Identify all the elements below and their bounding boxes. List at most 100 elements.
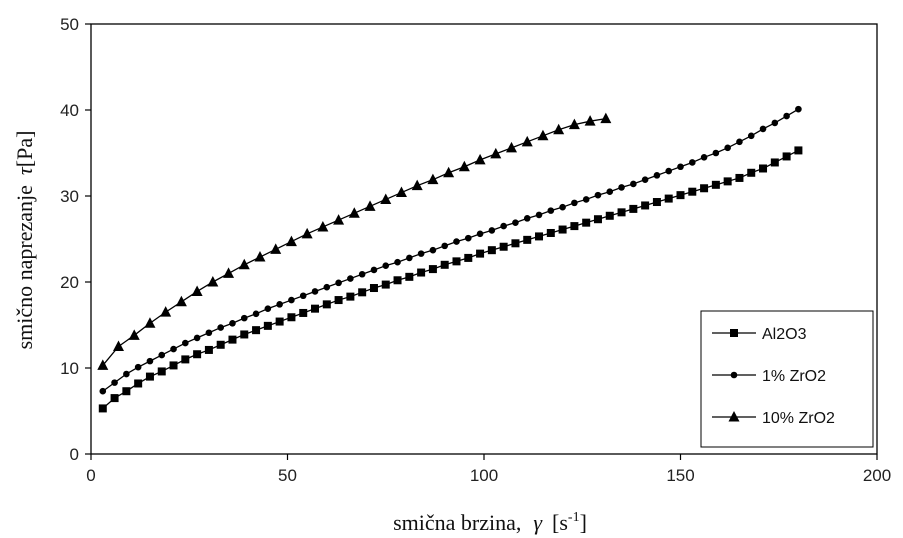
y-tick-label: 10 (60, 359, 79, 378)
data-point (676, 191, 685, 200)
data-point (207, 276, 219, 287)
data-point (358, 270, 366, 278)
data-point (441, 242, 449, 250)
data-point (593, 215, 602, 224)
data-point (724, 144, 731, 152)
series-layer (97, 105, 803, 413)
x-tick-label: 200 (863, 466, 891, 485)
data-point (160, 306, 172, 317)
data-point (406, 254, 413, 262)
x-tick-label: 50 (278, 466, 297, 485)
legend-item: 10% ZrO2 (712, 410, 835, 427)
data-point (535, 232, 544, 241)
data-point (113, 340, 125, 351)
x-axis-title-unit-close: ] (580, 510, 587, 535)
data-point (747, 168, 756, 177)
legend-item: 1% ZrO2 (712, 368, 826, 385)
data-point (394, 258, 401, 266)
legend-marker (730, 329, 738, 337)
data-point (193, 334, 201, 342)
data-point (490, 147, 502, 159)
data-point (169, 361, 178, 370)
data-point (323, 283, 331, 291)
data-point (594, 191, 602, 199)
data-point (511, 239, 520, 248)
data-point (146, 357, 154, 365)
data-point (287, 313, 296, 322)
data-point (711, 180, 720, 189)
data-point (665, 167, 673, 175)
data-point (464, 253, 473, 262)
data-point (794, 146, 803, 155)
data-point (204, 345, 213, 354)
data-point (240, 330, 249, 339)
data-point (427, 173, 439, 185)
x-axis-title-text: smična brzina, (393, 510, 521, 535)
data-point (458, 160, 470, 172)
data-point (181, 355, 190, 364)
data-point (553, 123, 565, 135)
x-axis-ticks: 0 50 100 150 200 (86, 454, 891, 485)
data-point (630, 180, 637, 188)
data-point (145, 372, 154, 381)
legend: Al2O3 1% ZrO2 10% ZrO2 (700, 310, 874, 448)
data-point (558, 225, 567, 234)
data-point (275, 317, 284, 326)
data-point (193, 350, 202, 359)
data-point (570, 222, 579, 231)
data-point (134, 379, 143, 388)
data-point (559, 203, 566, 211)
data-point (782, 152, 791, 161)
data-point (506, 141, 518, 153)
data-point (582, 196, 590, 203)
data-point (333, 214, 345, 225)
data-point (582, 218, 591, 227)
data-point (476, 230, 484, 238)
data-point (285, 235, 297, 247)
y-tick-label: 20 (60, 273, 79, 292)
data-point (346, 292, 355, 301)
data-point (653, 172, 661, 179)
data-point (688, 159, 696, 166)
data-point (134, 363, 142, 371)
x-tick-label: 0 (86, 466, 95, 485)
data-point (464, 234, 472, 242)
data-point (382, 262, 390, 269)
data-point (452, 257, 461, 266)
data-point (770, 158, 779, 167)
data-point (335, 279, 342, 287)
legend-box (700, 310, 874, 448)
data-point (205, 329, 213, 337)
data-point (395, 186, 407, 198)
series-circle (99, 105, 802, 395)
data-point (523, 235, 532, 244)
data-point (128, 329, 140, 340)
data-point (170, 345, 177, 353)
data-point (700, 184, 709, 193)
data-point (158, 351, 166, 359)
data-point (795, 105, 802, 113)
legend-marker (728, 411, 740, 422)
data-point (629, 204, 638, 213)
data-point (182, 339, 189, 347)
data-point (358, 288, 367, 297)
data-point (252, 326, 261, 335)
x-axis-title-symbol: γ (533, 510, 543, 535)
data-point (99, 387, 107, 395)
data-point (617, 208, 626, 217)
data-point (512, 219, 519, 226)
data-point (144, 317, 156, 328)
y-axis-title-text: smično naprezanje (12, 185, 37, 349)
data-point (369, 284, 378, 293)
data-point (523, 215, 531, 222)
data-point (652, 198, 661, 207)
data-point (677, 163, 684, 171)
data-point (428, 265, 437, 274)
data-point (264, 305, 272, 312)
data-point (759, 125, 767, 133)
x-axis-title-unit-open: [s (552, 510, 568, 535)
data-point (334, 296, 343, 305)
data-point (216, 340, 225, 349)
legend-item: Al2O3 (712, 326, 807, 343)
data-point (440, 260, 449, 269)
